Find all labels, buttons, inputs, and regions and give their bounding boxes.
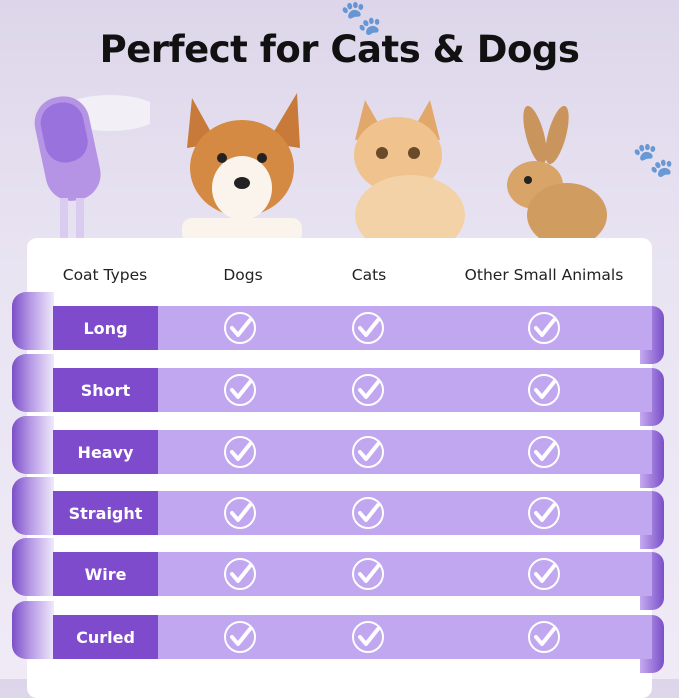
check-circle-icon <box>223 557 257 591</box>
coat-row: Curled <box>0 601 679 673</box>
coat-row: Wire <box>0 538 679 610</box>
check-circle-icon <box>351 557 385 591</box>
ribbon-curl <box>12 538 54 596</box>
coat-label: Straight <box>53 491 158 535</box>
coat-label: Long <box>53 306 158 350</box>
check-circle-icon <box>527 435 561 469</box>
coat-label: Curled <box>53 615 158 659</box>
dog-image <box>182 93 302 243</box>
check-circle-icon <box>351 620 385 654</box>
header-coat-types: Coat Types <box>62 266 148 284</box>
check-circle-icon <box>223 496 257 530</box>
check-circle-icon <box>351 496 385 530</box>
rabbit-image <box>507 105 607 247</box>
page-title: Perfect for Cats & Dogs <box>99 28 580 71</box>
check-circle-icon <box>223 435 257 469</box>
check-circle-icon <box>527 620 561 654</box>
steam-brush-image <box>34 95 150 238</box>
check-circle-icon <box>351 373 385 407</box>
ribbon-curl <box>12 354 54 412</box>
ribbon-curl <box>12 292 54 350</box>
ribbon-curl <box>12 416 54 474</box>
coat-label: Heavy <box>53 430 158 474</box>
ribbon-curl <box>12 601 54 659</box>
check-circle-icon <box>351 435 385 469</box>
coat-label: Wire <box>53 552 158 596</box>
coat-label: Short <box>53 368 158 412</box>
cat-image <box>354 100 465 255</box>
paw-icon: 🐾 <box>340 0 383 38</box>
header-other: Other Small Animals <box>464 266 624 284</box>
coat-row: Heavy <box>0 416 679 488</box>
check-circle-icon <box>223 373 257 407</box>
header-cats: Cats <box>351 266 387 284</box>
check-circle-icon <box>351 311 385 345</box>
header-dogs: Dogs <box>223 266 263 284</box>
check-circle-icon <box>223 311 257 345</box>
check-circle-icon <box>527 373 561 407</box>
coat-row: Long <box>0 292 679 364</box>
check-circle-icon <box>223 620 257 654</box>
check-circle-icon <box>527 311 561 345</box>
ribbon-curl <box>12 477 54 535</box>
coat-row: Short <box>0 354 679 426</box>
paw-icon: 🐾 <box>632 140 675 180</box>
coat-row: Straight <box>0 477 679 549</box>
check-circle-icon <box>527 557 561 591</box>
check-circle-icon <box>527 496 561 530</box>
